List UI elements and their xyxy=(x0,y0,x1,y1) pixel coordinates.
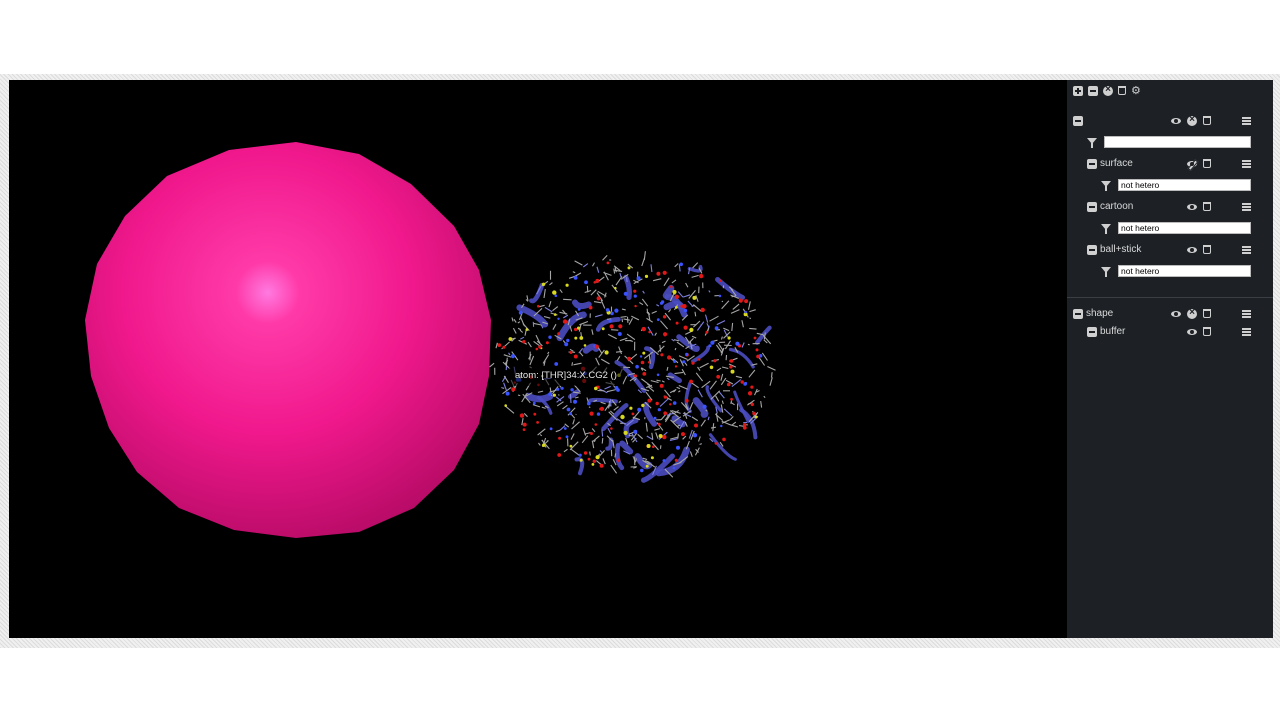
repr-label: ball+stick xyxy=(1100,244,1142,255)
collapse-icon[interactable] xyxy=(1087,245,1097,255)
eye-slash-icon[interactable] xyxy=(1187,161,1197,167)
collapse-icon[interactable] xyxy=(1087,202,1097,212)
sidebar-panel: ⚙ surface not hetero cartoon xyxy=(1067,80,1273,638)
cogs-icon[interactable]: ⚙ xyxy=(1131,85,1141,97)
eye-icon[interactable] xyxy=(1171,311,1181,317)
repr-row-surface: surface xyxy=(1067,158,1273,172)
trash-icon[interactable] xyxy=(1203,116,1211,125)
structure-filter-input[interactable] xyxy=(1104,136,1251,148)
menu-icon[interactable] xyxy=(1242,328,1251,336)
molecule-scene xyxy=(85,142,776,538)
filter-icon xyxy=(1101,267,1111,277)
repr-filter-row: not hetero xyxy=(1067,179,1273,193)
collapse-icon[interactable] xyxy=(1087,327,1097,337)
trash-icon[interactable] xyxy=(1203,309,1211,318)
atom-tooltip: atom: [THR]34:X.CG2 () xyxy=(509,366,623,386)
trash-icon[interactable] xyxy=(1203,245,1211,254)
repr-filter-input[interactable]: not hetero xyxy=(1118,265,1251,277)
sphere-shape xyxy=(85,142,491,538)
repr-label: surface xyxy=(1100,158,1133,169)
eye-icon[interactable] xyxy=(1187,204,1197,210)
close-circle-icon[interactable] xyxy=(1187,114,1197,126)
repr-filter-row: not hetero xyxy=(1067,222,1273,236)
eye-icon[interactable] xyxy=(1171,118,1181,124)
menu-icon[interactable] xyxy=(1242,160,1251,168)
repr-filter-row: not hetero xyxy=(1067,265,1273,279)
collapse-icon[interactable] xyxy=(1073,116,1083,126)
divider xyxy=(1067,297,1273,298)
repr-row-cartoon: cartoon xyxy=(1067,201,1273,215)
buffer-row: buffer xyxy=(1067,326,1273,340)
repr-row-ball-stick: ball+stick xyxy=(1067,244,1273,258)
remove-icon[interactable] xyxy=(1088,86,1098,96)
menu-icon[interactable] xyxy=(1242,203,1251,211)
eye-icon[interactable] xyxy=(1187,329,1197,335)
repr-filter-input[interactable]: not hetero xyxy=(1118,179,1251,191)
add-icon[interactable] xyxy=(1073,86,1083,96)
close-circle-icon[interactable] xyxy=(1103,84,1113,96)
trash-icon[interactable] xyxy=(1203,327,1211,336)
trash-icon[interactable] xyxy=(1203,159,1211,168)
shape-row: shape xyxy=(1067,307,1273,322)
buffer-label: buffer xyxy=(1100,326,1126,337)
trash-icon[interactable] xyxy=(1203,202,1211,211)
menu-icon[interactable] xyxy=(1242,117,1251,125)
collapse-icon[interactable] xyxy=(1073,309,1083,319)
trash-icon[interactable] xyxy=(1118,86,1126,95)
3d-viewport[interactable]: atom: [THR]34:X.CG2 () xyxy=(9,80,1067,638)
close-circle-icon[interactable] xyxy=(1187,307,1197,319)
filter-icon xyxy=(1101,224,1111,234)
shape-label: shape xyxy=(1086,308,1114,319)
panel-toolbar: ⚙ xyxy=(1073,84,1141,97)
menu-icon[interactable] xyxy=(1242,246,1251,254)
menu-icon[interactable] xyxy=(1242,310,1251,318)
collapse-icon[interactable] xyxy=(1087,159,1097,169)
filter-icon xyxy=(1101,181,1111,191)
repr-label: cartoon xyxy=(1100,201,1134,212)
structure-filter-row xyxy=(1067,136,1273,150)
filter-icon xyxy=(1087,138,1097,148)
repr-filter-input[interactable]: not hetero xyxy=(1118,222,1251,234)
structure-row xyxy=(1067,114,1273,129)
app-frame: atom: [THR]34:X.CG2 () ⚙ surface xyxy=(0,74,1280,648)
eye-icon[interactable] xyxy=(1187,247,1197,253)
